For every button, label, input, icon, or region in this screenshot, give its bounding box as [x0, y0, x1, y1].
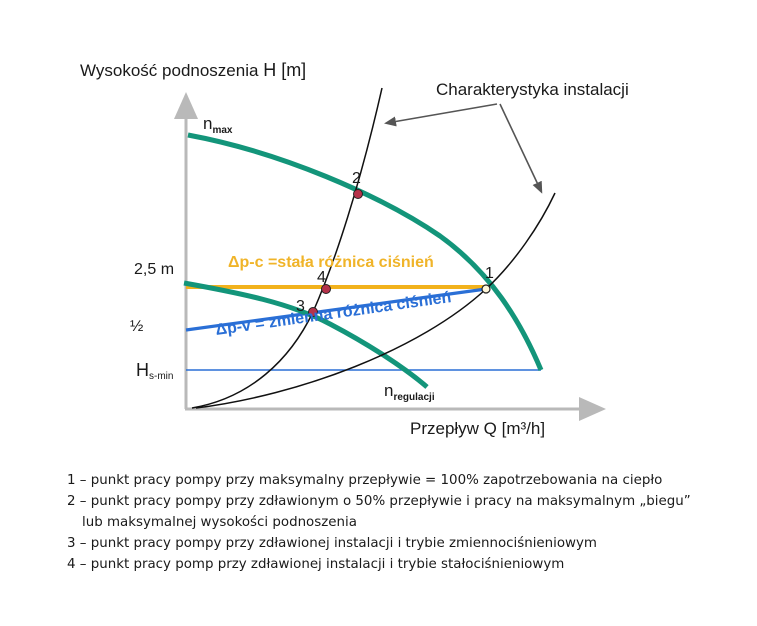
y-axis-label-text: Wysokość podnoszenia [80, 61, 259, 80]
hsmin-sub: s-min [149, 371, 174, 382]
nreg-sub: regulacji [393, 392, 435, 403]
pointer-arrow-left [384, 103, 498, 127]
y-axis-label: Wysokość podnoszenia H [m] [80, 60, 306, 81]
legend-item-3: 3 – punkt pracy pompy przy zdławionej in… [67, 536, 597, 551]
point-label-1: 1 [485, 265, 494, 282]
point-label-2: 2 [352, 170, 361, 187]
legend-item-1: 1 – punkt pracy pompy przy maksymalny pr… [67, 473, 663, 488]
constant-pressure-label: Δp-c =stała różnica ciśnień [228, 254, 434, 271]
legend-item-4: 4 – punkt pracy pomp przy zdławionej ins… [67, 557, 565, 572]
point-label-4: 4 [317, 269, 326, 286]
nregulacji-pump-curve [183, 280, 429, 389]
tick-label-hsmin: Hs-min [136, 360, 173, 382]
nreg-main: n [384, 381, 394, 400]
operating-point-4 [321, 284, 331, 294]
tick-label-half: ½ [130, 318, 144, 335]
variable-pressure-line [185, 287, 487, 332]
point-label-3: 3 [296, 298, 305, 315]
operating-point-2 [353, 189, 363, 199]
nmax-main: n [203, 114, 213, 133]
legend: 1 – punkt pracy pompy przy maksymalny pr… [67, 470, 691, 575]
nmax-label: nmax [203, 114, 232, 136]
nregulacji-label: nregulacji [384, 381, 435, 403]
tick-label-2-5m: 2,5 m [134, 261, 175, 278]
hsmin-main: H [136, 360, 149, 380]
x-axis-label: Przepływ Q [m³/h] [410, 419, 546, 438]
system-curve [195, 192, 556, 409]
throttled-system-curve [191, 87, 383, 409]
operating-point-1 [481, 284, 491, 294]
nmax-pump-curve [187, 132, 544, 371]
installation-characteristic-label: Charakterystyka instalacji [436, 80, 629, 99]
nmax-sub: max [212, 125, 233, 136]
legend-item-2-continued: lub maksymalnej wysokości podnoszenia [82, 515, 357, 530]
y-axis-symbol: H [m] [263, 60, 307, 80]
legend-item-2: 2 – punkt pracy pompy przy zdławionym o … [67, 494, 691, 509]
pointer-arrow-right [499, 103, 543, 194]
operating-point-3 [308, 307, 318, 317]
